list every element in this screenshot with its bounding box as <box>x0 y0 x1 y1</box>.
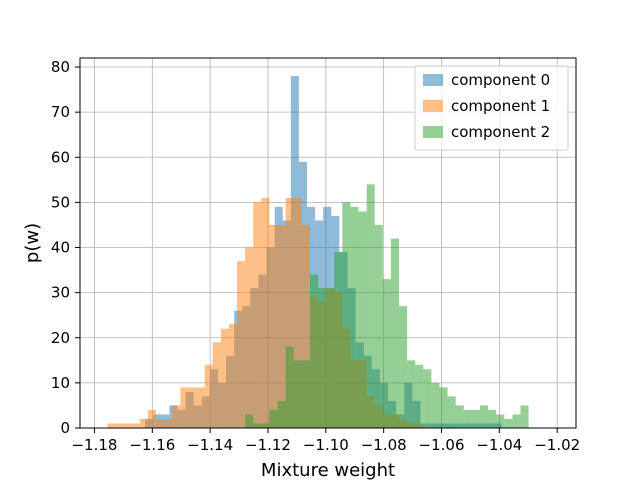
x-tick-label: −1.16 <box>129 436 175 454</box>
histogram-bar <box>358 211 367 428</box>
x-tick-label: −1.10 <box>303 436 349 454</box>
legend-label: component 0 <box>451 71 550 89</box>
histogram-bar <box>520 405 529 428</box>
histogram-bar <box>277 224 286 428</box>
histogram-bar <box>253 423 262 428</box>
y-tick-label: 20 <box>51 329 70 347</box>
histogram-bar <box>131 423 140 428</box>
x-axis-label: Mixture weight <box>261 460 395 480</box>
y-axis-label: p(w) <box>22 223 43 263</box>
y-tick-label: 50 <box>51 193 70 211</box>
histogram-bar <box>326 288 335 428</box>
histogram-bar <box>439 387 448 428</box>
histogram-bar <box>245 247 254 428</box>
histogram-bar <box>285 197 294 428</box>
bars-layer <box>107 76 529 429</box>
histogram-bar <box>245 414 254 428</box>
x-tick-label: −1.18 <box>71 436 117 454</box>
histogram-bar <box>180 387 189 428</box>
histogram-bar <box>237 261 246 428</box>
y-tick-label: 70 <box>51 103 70 121</box>
legend-label: component 1 <box>451 97 550 115</box>
x-axis-ticks: −1.18 −1.16 −1.14 −1.12 −1.10 −1.08 −1.06 −1.04… <box>71 428 580 454</box>
histogram-bar <box>334 252 343 428</box>
histogram-bar <box>139 418 148 428</box>
histogram-bar <box>374 224 383 428</box>
histogram-bar <box>261 197 270 428</box>
histogram-bar <box>407 360 416 428</box>
histogram-bar <box>504 418 513 428</box>
histogram-bar <box>293 360 302 428</box>
histogram-bar <box>212 342 221 428</box>
legend-frame <box>414 65 569 151</box>
histogram-bar <box>301 360 310 428</box>
histogram-bar <box>293 197 302 428</box>
histogram-bar <box>220 328 229 428</box>
histogram-bar <box>164 418 173 428</box>
y-tick-label: 60 <box>51 148 70 166</box>
histogram-bar <box>463 409 472 428</box>
legend-label: component 2 <box>451 123 550 141</box>
x-tick-label: −1.14 <box>187 436 233 454</box>
histogram-bar <box>156 418 165 428</box>
legend: component 0 component 1 component 2 <box>414 65 569 151</box>
histogram-bar <box>318 288 327 428</box>
histogram-bar <box>488 409 497 428</box>
y-axis-ticks: 0 10 20 30 40 50 60 70 80 <box>51 58 80 437</box>
histogram-bar <box>172 405 181 428</box>
histogram-bar <box>285 346 294 428</box>
histogram-bar <box>123 423 132 428</box>
histogram-bar <box>253 202 262 428</box>
x-tick-label: −1.06 <box>419 436 465 454</box>
histogram-bar <box>382 279 391 428</box>
histogram-bar <box>269 409 278 428</box>
histogram-bar <box>447 396 456 428</box>
histogram-bar <box>301 224 310 428</box>
histogram-bar <box>269 224 278 428</box>
histogram-bar <box>390 238 400 428</box>
histogram-bar <box>309 274 319 428</box>
histogram-bar <box>261 423 270 428</box>
histogram-bar <box>350 206 359 428</box>
histogram-bar <box>277 400 286 428</box>
histogram-bar <box>415 364 424 428</box>
histogram-bar <box>399 306 408 428</box>
x-tick-label: −1.02 <box>534 436 580 454</box>
histogram-bar <box>342 202 351 428</box>
histogram-bar <box>188 387 197 428</box>
histogram-bar <box>479 405 489 428</box>
y-tick-label: 0 <box>60 419 70 437</box>
y-tick-label: 40 <box>51 239 70 257</box>
histogram-bar <box>115 423 124 428</box>
histogram-bar <box>496 414 505 428</box>
legend-swatch <box>423 74 443 86</box>
histogram-bar <box>471 409 480 428</box>
y-tick-label: 10 <box>51 374 70 392</box>
legend-swatch <box>423 100 443 112</box>
histogram-bar <box>431 382 440 428</box>
x-tick-label: −1.12 <box>245 436 291 454</box>
histogram-bar <box>455 405 464 428</box>
histogram-bar <box>147 409 157 428</box>
histogram-bar <box>204 364 213 428</box>
legend-swatch <box>423 126 443 138</box>
y-tick-label: 80 <box>51 58 70 76</box>
histogram-bar <box>228 324 238 428</box>
plot-frame <box>79 57 577 429</box>
histogram-bar <box>423 369 432 428</box>
histogram-bar <box>196 387 205 428</box>
histogram-bar <box>107 423 116 428</box>
histogram-bar <box>512 414 521 428</box>
y-tick-label: 30 <box>51 284 70 302</box>
x-tick-label: −1.08 <box>361 436 407 454</box>
x-tick-label: −1.04 <box>476 436 522 454</box>
histogram-bar <box>366 184 375 428</box>
series-2-bars <box>245 184 529 428</box>
